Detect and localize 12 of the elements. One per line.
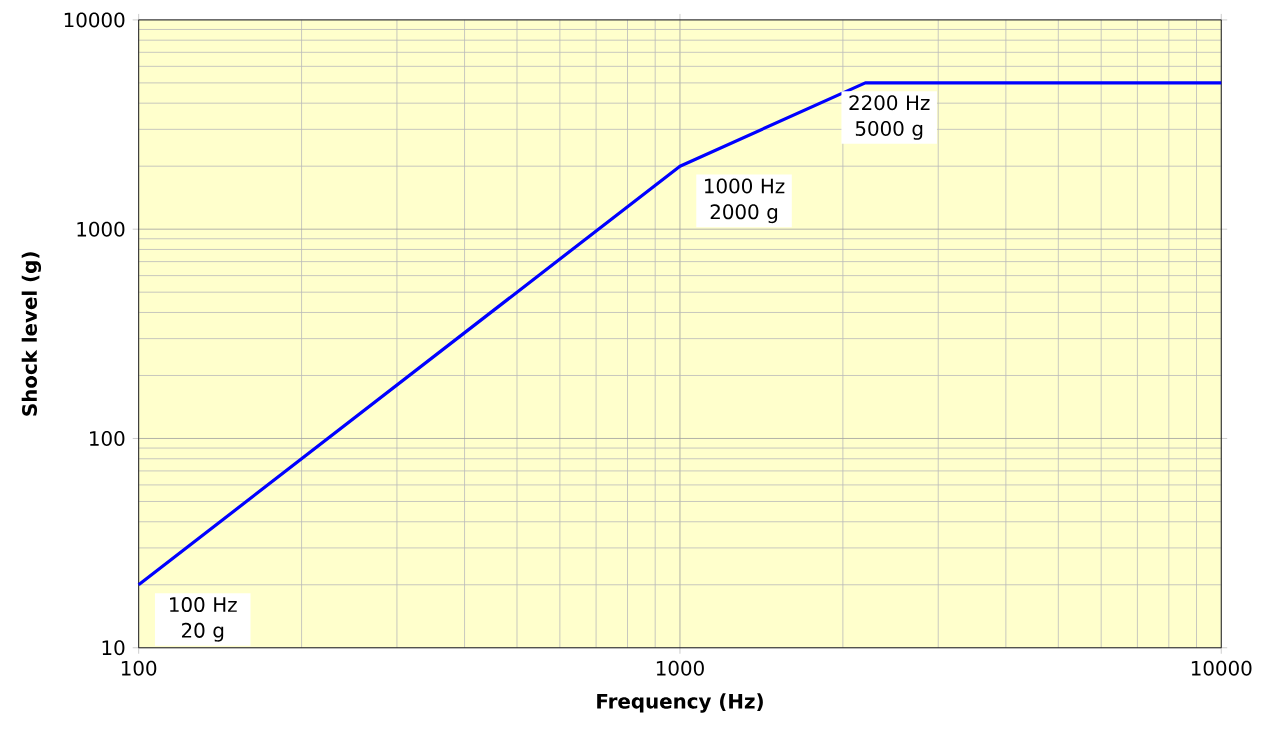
x-axis-title: Frequency (Hz) <box>597 693 763 713</box>
y-tick-label: 10 <box>102 640 125 656</box>
y-axis-title: Shock level (g) <box>21 252 42 416</box>
annotation: 1000 Hz 2000 g <box>705 178 785 223</box>
x-tick-label: 1000 <box>656 660 704 676</box>
annotation: 100 Hz 20 g <box>170 596 237 642</box>
annotation: 2200 Hz 5000 g <box>849 95 930 140</box>
x-tick-label: 100 <box>121 660 157 676</box>
y-tick-label: 100 <box>90 430 125 446</box>
x-tick-label: 10000 <box>1191 660 1252 676</box>
y-tick-label: 1000 <box>77 221 125 237</box>
y-tick-label: 10000 <box>64 12 125 28</box>
